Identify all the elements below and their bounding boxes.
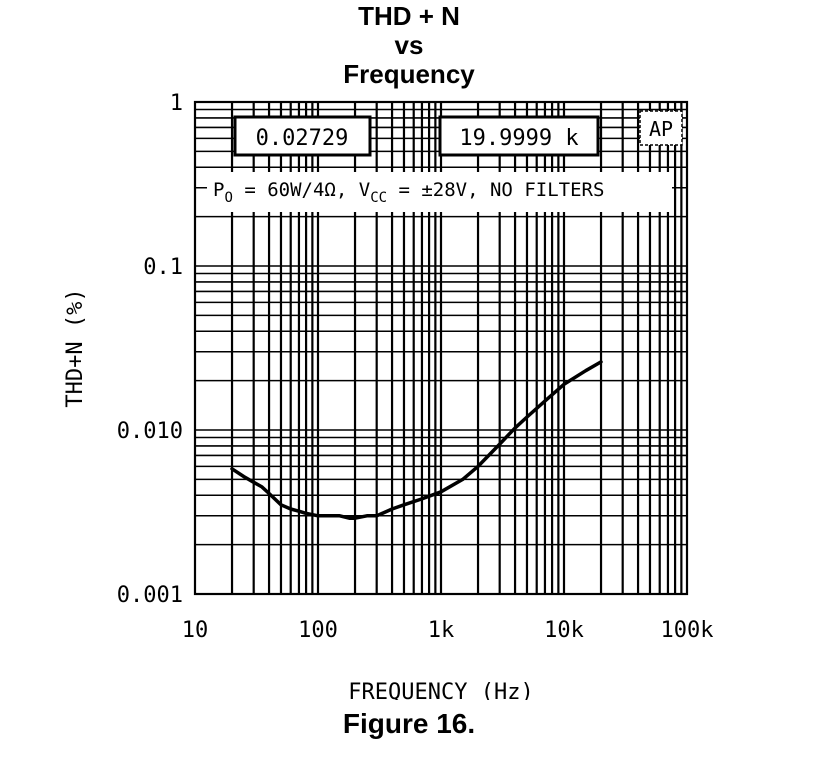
readout-right: 19.9999 k bbox=[459, 126, 578, 151]
tick-labels: 10 100 1k 10k 100k 1 0.1 0.010 0.001 bbox=[117, 91, 714, 643]
y-tick-label: 0.001 bbox=[117, 583, 183, 608]
y-tick-label: 0.1 bbox=[143, 255, 183, 280]
series bbox=[230, 360, 603, 520]
chart-title-line-3: Frequency bbox=[343, 59, 475, 89]
po-symbol: P bbox=[213, 179, 224, 201]
plot-frame bbox=[193, 100, 689, 596]
readout-left-box bbox=[233, 115, 372, 157]
po-value: = 60W/4Ω, bbox=[233, 179, 359, 201]
x-tick-label: 10k bbox=[544, 618, 584, 643]
x-axis-label: FREQUENCY (Hz) bbox=[348, 680, 533, 700]
figure-caption: Figure 16. bbox=[342, 708, 476, 739]
ap-badge: AP bbox=[649, 117, 673, 141]
vcc-subscript: CC bbox=[370, 190, 387, 206]
y-axis-label: THD+N (%) bbox=[63, 288, 88, 407]
x-tick-label: 1k bbox=[428, 618, 455, 643]
thd-vs-frequency-chart: 10 100 1k 10k 100k 1 0.1 0.010 0.001 0.02729 19.… bbox=[63, 91, 714, 700]
x-tick-label: 10 bbox=[182, 618, 209, 643]
vcc-value: = ±28V, NO FILTERS bbox=[387, 179, 604, 201]
conditions-label: PO = 60W/4Ω, VCC = ±28V, NO FILTERS bbox=[213, 179, 604, 206]
x-tick-label: 100 bbox=[298, 618, 338, 643]
conditions-label-box bbox=[207, 172, 672, 212]
po-subscript: O bbox=[224, 190, 232, 206]
x-tick-label: 100k bbox=[661, 618, 714, 643]
y-tick-label: 0.010 bbox=[117, 419, 183, 444]
readout-right-box bbox=[438, 115, 600, 157]
vcc-symbol: V bbox=[359, 179, 370, 201]
y-tick-label: 1 bbox=[170, 91, 183, 116]
readout-left: 0.02729 bbox=[256, 126, 349, 151]
chart-title-line-2: vs bbox=[394, 30, 424, 60]
ap-badge-box bbox=[639, 110, 683, 146]
chart-title-line-1: THD + N bbox=[358, 1, 460, 31]
series-line-thd-n bbox=[230, 360, 603, 520]
